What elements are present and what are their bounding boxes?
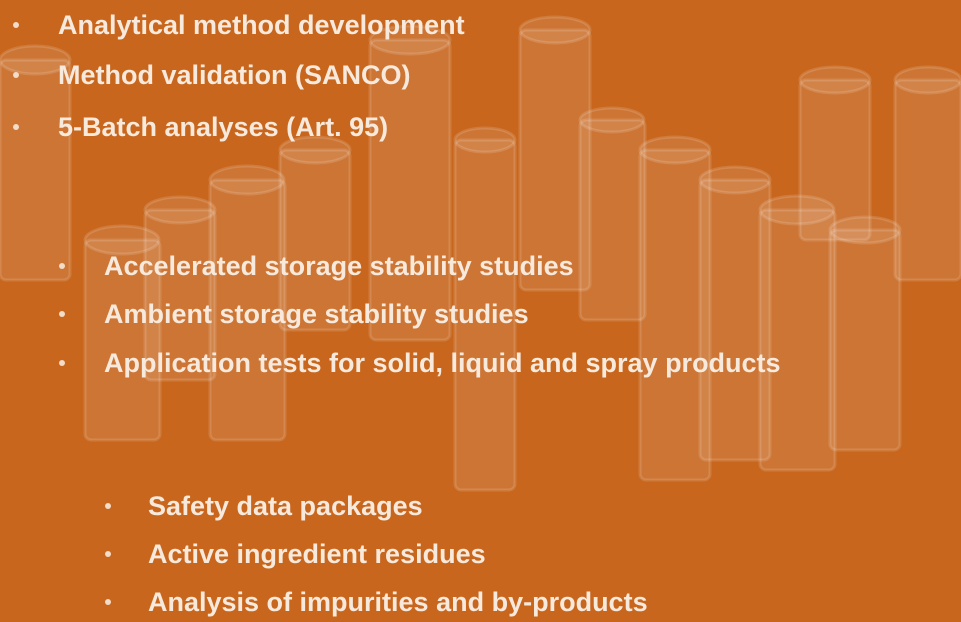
list-item: Accelerated storage stability studies (104, 246, 574, 286)
list-item: Analytical method development (58, 5, 465, 45)
item-text: Ambient storage stability studies (104, 299, 529, 329)
item-text: Safety data packages (148, 491, 423, 521)
item-text: Accelerated storage stability studies (104, 251, 574, 281)
slide: Analytical method development Method val… (0, 0, 961, 618)
item-text: Analytical method development (58, 10, 465, 40)
item-text: Method validation (SANCO) (58, 60, 411, 90)
list-item: Application tests for solid, liquid and … (104, 343, 781, 383)
list-item: Method validation (SANCO) (58, 55, 411, 95)
list-item: Analysis of impurities and by-products (148, 582, 648, 622)
list-item: 5-Batch analyses (Art. 95) (58, 107, 388, 147)
item-text: 5-Batch analyses (Art. 95) (58, 112, 388, 142)
item-text: Active ingredient residues (148, 539, 486, 569)
list-item: Safety data packages (148, 486, 423, 526)
item-text: Analysis of impurities and by-products (148, 587, 648, 617)
list-item: Active ingredient residues (148, 534, 486, 574)
item-text: Application tests for solid, liquid and … (104, 348, 781, 378)
list-item: Ambient storage stability studies (104, 294, 529, 334)
